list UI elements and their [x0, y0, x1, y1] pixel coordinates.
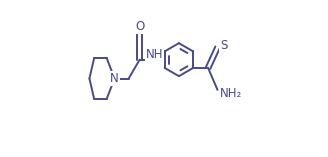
Text: N: N	[110, 72, 119, 85]
Text: O: O	[135, 20, 144, 33]
Text: S: S	[220, 39, 227, 52]
Text: NH: NH	[146, 49, 163, 61]
Text: NH₂: NH₂	[220, 87, 242, 100]
